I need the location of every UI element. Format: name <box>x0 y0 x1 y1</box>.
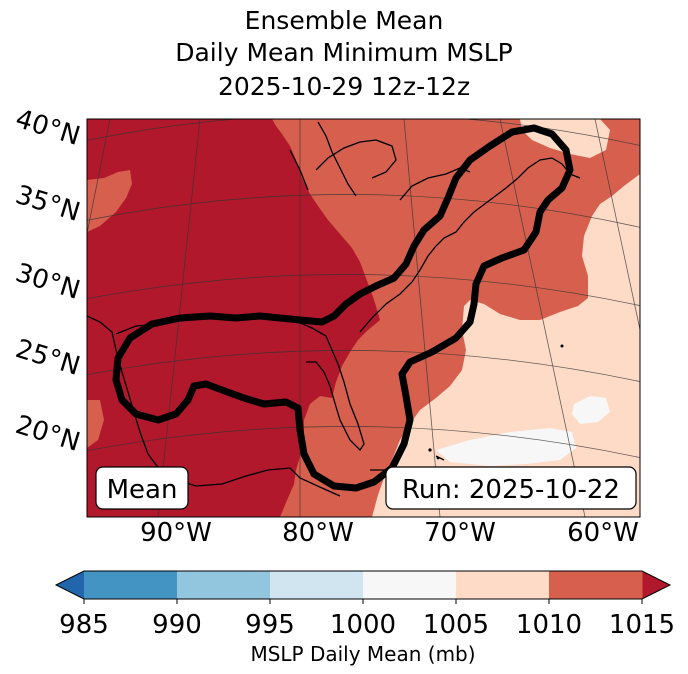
lon-label-70: 70°W <box>424 518 496 548</box>
colorbar-tick-label: 995 <box>245 610 295 640</box>
colorbar-tick-label: 1000 <box>330 610 396 640</box>
field-1010-1015-coast-notch <box>87 400 104 448</box>
field-995-1000-a <box>572 396 610 424</box>
mean-label-box: Mean <box>95 466 189 510</box>
lon-label-60: 60°W <box>567 518 639 548</box>
colorbar-segment <box>84 571 178 599</box>
colorbar-label: MSLP Daily Mean (mb) <box>250 642 475 666</box>
lat-label-40: 40°N <box>12 104 83 152</box>
run-label-box: Run: 2025-10-22 <box>385 466 637 510</box>
map-panel: Mean Run: 2025-10-22 <box>87 119 640 517</box>
graticule <box>87 119 640 517</box>
lon-label-90: 90°W <box>140 518 212 548</box>
colorbar-tick-label: 990 <box>152 610 202 640</box>
title-line-2: Daily Mean Minimum MSLP <box>175 38 513 67</box>
lat-label-30: 30°N <box>12 258 83 306</box>
colorbar: 985 990 995 1000 1005 1010 1015 MSLP Daily Mea… <box>54 570 675 666</box>
field-1010-1015-west-notch <box>87 170 132 232</box>
mean-label: Mean <box>107 475 178 505</box>
lat-label-20: 20°N <box>12 410 83 458</box>
lat-label-25: 25°N <box>12 334 83 382</box>
colorbar-segment <box>177 571 271 599</box>
lon-label-80: 80°W <box>282 518 354 548</box>
colorbar-segment <box>363 571 457 599</box>
field-1000-1005 <box>372 174 640 517</box>
colorbar-tick-label: 985 <box>59 610 109 640</box>
colorbar-segment <box>549 571 643 599</box>
title-line-1: Ensemble Mean <box>244 6 444 35</box>
colorbar-tick-label: 1015 <box>609 610 675 640</box>
colorbar-over-arrow <box>642 571 670 599</box>
contour-outline <box>112 124 574 492</box>
title-line-3: 2025-10-29 12z-12z <box>217 72 471 101</box>
lat-label-35: 35°N <box>12 180 83 228</box>
colorbar-tick-label: 1010 <box>516 610 582 640</box>
run-label: Run: 2025-10-22 <box>402 475 620 505</box>
colorbar-tick-label: 1005 <box>423 610 489 640</box>
colorbar-segment <box>456 571 550 599</box>
map-frame <box>86 118 641 518</box>
colorbar-under-arrow <box>56 571 84 599</box>
field-995-1000-b <box>436 428 576 466</box>
colorbar-segment <box>270 571 364 599</box>
islands <box>428 344 564 460</box>
